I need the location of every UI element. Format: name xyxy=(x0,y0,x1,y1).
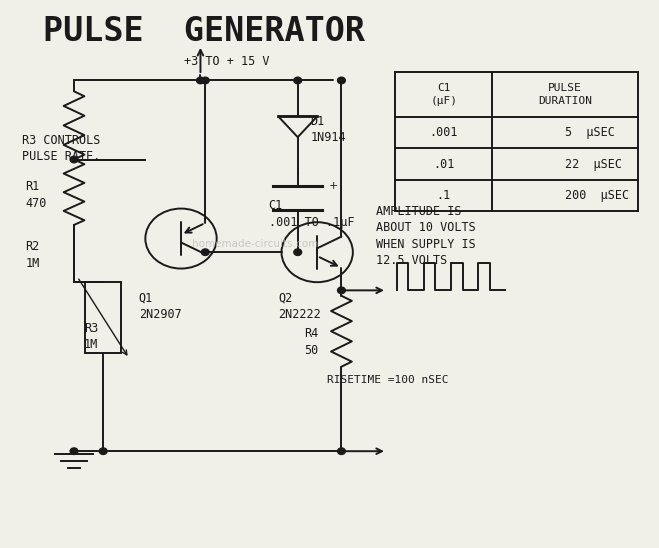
Circle shape xyxy=(196,77,204,84)
Text: R4
50: R4 50 xyxy=(304,327,318,357)
Text: R1
470: R1 470 xyxy=(26,180,47,210)
Text: PULSE
DURATION: PULSE DURATION xyxy=(538,83,592,106)
Text: 22  μSEC: 22 μSEC xyxy=(565,157,622,170)
Text: R3
1M: R3 1M xyxy=(84,322,98,351)
Text: .001: .001 xyxy=(430,126,458,139)
Text: +3 TO + 15 V: +3 TO + 15 V xyxy=(185,55,270,68)
Circle shape xyxy=(70,156,78,163)
Text: AMPLITUDE IS
ABOUT 10 VOLTS
WHEN SUPPLY IS
12.5 VOLTS.: AMPLITUDE IS ABOUT 10 VOLTS WHEN SUPPLY … xyxy=(376,204,475,267)
Text: Q2
2N2222: Q2 2N2222 xyxy=(278,292,321,322)
Bar xyxy=(85,282,121,353)
Text: .01: .01 xyxy=(433,157,454,170)
Text: C1
(μF): C1 (μF) xyxy=(430,83,457,106)
Text: homemade-circuits.com: homemade-circuits.com xyxy=(192,239,319,249)
Text: Q1
2N2907: Q1 2N2907 xyxy=(139,292,182,322)
Text: RISETIME =100 nSEC: RISETIME =100 nSEC xyxy=(327,375,448,385)
Circle shape xyxy=(337,448,345,454)
Text: R3 CONTROLS
PULSE RATE.: R3 CONTROLS PULSE RATE. xyxy=(22,134,101,163)
Bar xyxy=(395,72,638,212)
Text: +: + xyxy=(329,181,338,191)
Text: 5  μSEC: 5 μSEC xyxy=(565,126,615,139)
Circle shape xyxy=(202,77,209,84)
Text: PULSE  GENERATOR: PULSE GENERATOR xyxy=(43,15,364,48)
Text: D1
1N914: D1 1N914 xyxy=(310,115,347,144)
Text: .1: .1 xyxy=(436,189,451,202)
Circle shape xyxy=(294,77,302,84)
Circle shape xyxy=(294,249,302,255)
Text: R2
1M: R2 1M xyxy=(26,240,40,270)
Text: C1
.001 TO .1μF: C1 .001 TO .1μF xyxy=(269,199,354,229)
Circle shape xyxy=(100,448,107,454)
Circle shape xyxy=(337,287,345,294)
Circle shape xyxy=(70,448,78,454)
Circle shape xyxy=(202,249,209,255)
Circle shape xyxy=(337,77,345,84)
Text: 200  μSEC: 200 μSEC xyxy=(565,189,629,202)
